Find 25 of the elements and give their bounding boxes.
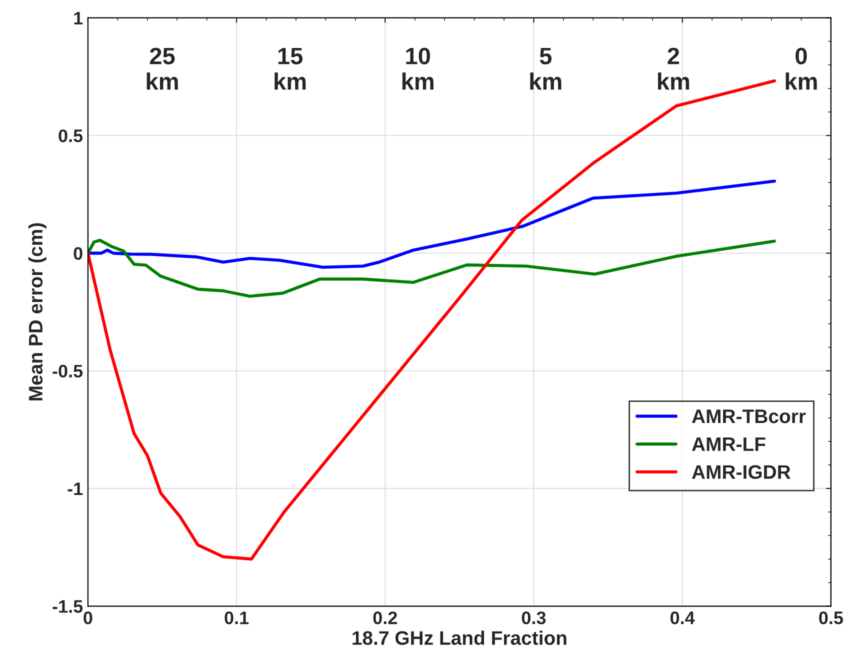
legend-label: AMR-IGDR <box>692 465 790 479</box>
annotation: 25 km <box>146 48 178 90</box>
y-tick-label: -1 <box>68 482 83 496</box>
x-tick-label: 0.2 <box>373 611 397 624</box>
y-tick-label: 0.5 <box>58 129 83 142</box>
y-tick-label: -1.5 <box>52 600 83 613</box>
y-axis-title: Mean PD error (cm) <box>28 223 46 400</box>
annotation: 2 km <box>658 48 690 90</box>
x-tick-label: 0.5 <box>819 611 843 624</box>
x-axis-title: 18.7 GHz Land Fraction <box>352 630 566 645</box>
x-tick-label: 0.1 <box>224 611 249 624</box>
line-series <box>88 238 776 298</box>
x-tick-label: 0.3 <box>522 611 546 624</box>
annotation: 0 km <box>786 48 817 90</box>
x-tick-label: 0 <box>84 611 92 624</box>
legend-label: AMR-TBcorr <box>692 410 806 424</box>
legend-label: AMR-LF <box>692 437 766 451</box>
annotation: 10 km <box>402 48 434 90</box>
y-tick-label: 0 <box>74 247 82 260</box>
annotation: 15 km <box>274 48 306 90</box>
annotation: 5 km <box>530 48 562 90</box>
x-tick-label: 0.4 <box>670 611 695 624</box>
y-tick-label: 1 <box>74 12 83 24</box>
y-tick-label: -0.5 <box>52 364 83 378</box>
line-series <box>88 180 776 269</box>
